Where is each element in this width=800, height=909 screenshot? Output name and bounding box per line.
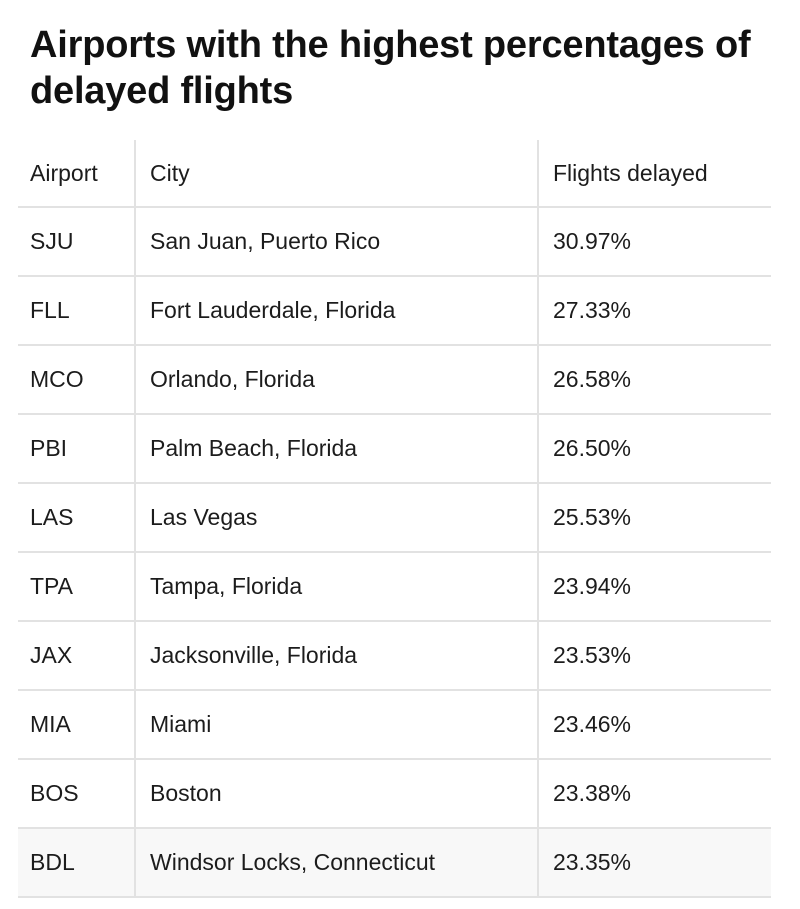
- city-cell: Las Vegas: [135, 483, 539, 553]
- city-cell: San Juan, Puerto Rico: [135, 207, 539, 277]
- airport-code-cell: JAX: [18, 621, 136, 691]
- city-cell: Miami: [135, 690, 539, 760]
- city-cell: Windsor Locks, Connecticut: [135, 828, 539, 898]
- table-row: FLL Fort Lauderdale, Florida 27.33%: [18, 276, 771, 346]
- city-cell: Fort Lauderdale, Florida: [135, 276, 539, 346]
- table-row: BDL Windsor Locks, Connecticut 23.35%: [18, 828, 771, 898]
- delay-percentage-cell: 26.50%: [538, 414, 771, 484]
- airport-code-cell: BDL: [18, 828, 136, 898]
- airport-code-cell: SJU: [18, 207, 136, 277]
- table-row: MIA Miami 23.46%: [18, 690, 771, 760]
- delay-percentage-cell: 23.53%: [538, 621, 771, 691]
- table-row: MCO Orlando, Florida 26.58%: [18, 345, 771, 415]
- airport-code-cell: TPA: [18, 552, 136, 622]
- delay-percentage-cell: 30.97%: [538, 207, 771, 277]
- table-row: PBI Palm Beach, Florida 26.50%: [18, 414, 771, 484]
- city-cell: Boston: [135, 759, 539, 829]
- city-cell: Jacksonville, Florida: [135, 621, 539, 691]
- airport-code-cell: LAS: [18, 483, 136, 553]
- airport-code-cell: FLL: [18, 276, 136, 346]
- airport-code-cell: BOS: [18, 759, 136, 829]
- delay-percentage-cell: 23.94%: [538, 552, 771, 622]
- airport-code-cell: PBI: [18, 414, 136, 484]
- delay-percentage-cell: 23.35%: [538, 828, 771, 898]
- city-cell: Tampa, Florida: [135, 552, 539, 622]
- column-header-airport: Airport: [18, 140, 136, 208]
- table-body: SJU San Juan, Puerto Rico 30.97% FLL For…: [18, 207, 771, 898]
- table-row: SJU San Juan, Puerto Rico 30.97%: [18, 207, 771, 277]
- delay-percentage-cell: 23.38%: [538, 759, 771, 829]
- delay-percentage-cell: 26.58%: [538, 345, 771, 415]
- delay-percentage-cell: 23.46%: [538, 690, 771, 760]
- city-cell: Palm Beach, Florida: [135, 414, 539, 484]
- table-header-row: Airport City Flights delayed: [18, 140, 771, 208]
- column-header-city: City: [135, 140, 539, 208]
- table-row: LAS Las Vegas 25.53%: [18, 483, 771, 553]
- delay-percentage-cell: 25.53%: [538, 483, 771, 553]
- airport-code-cell: MCO: [18, 345, 136, 415]
- table-row: JAX Jacksonville, Florida 23.53%: [18, 621, 771, 691]
- table-header: Airport City Flights delayed: [18, 140, 771, 208]
- table-row: BOS Boston 23.38%: [18, 759, 771, 829]
- city-cell: Orlando, Florida: [135, 345, 539, 415]
- table-row: TPA Tampa, Florida 23.94%: [18, 552, 771, 622]
- airport-code-cell: MIA: [18, 690, 136, 760]
- delayed-flights-table: Airport City Flights delayed SJU San Jua…: [18, 140, 771, 898]
- delay-percentage-cell: 27.33%: [538, 276, 771, 346]
- column-header-flights-delayed: Flights delayed: [538, 140, 771, 208]
- page-title: Airports with the highest percentages of…: [30, 24, 751, 112]
